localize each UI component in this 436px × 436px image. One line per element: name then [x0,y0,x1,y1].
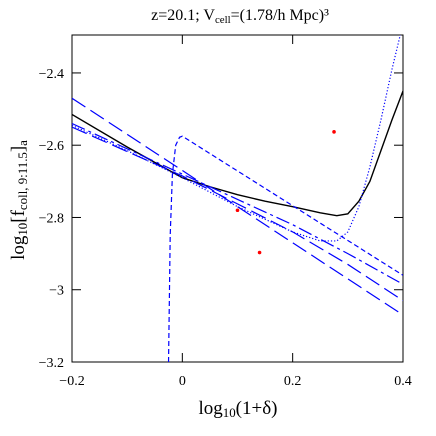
y-axis-label: log10[fcoll, 9:11.5]a [8,140,30,260]
subscript: 10 [15,223,30,236]
x-tick-label: −0.2 [59,374,84,389]
line-dashdot [72,122,403,285]
subscript: cell [215,14,231,26]
y-tick-label: −3 [49,284,64,299]
text-part: ] [8,146,29,152]
text-part: =(1.78/h Mpc)³ [231,7,329,24]
subscript: coll, 9:11.5 [15,152,30,210]
text-part: z=20.1; V [151,7,215,24]
subscript: 10 [223,405,236,420]
point [257,250,262,255]
line-dotted [72,35,401,242]
x-tick-label: 0.2 [284,374,302,389]
text-part: log [198,398,223,419]
x-tick-label: 0 [179,374,186,389]
x-axis-label: log10(1+δ) [198,398,277,420]
text-part: log [8,235,29,260]
text-part: [f [8,209,29,222]
y-tick-label: −2.6 [39,139,64,154]
y-tick-label: −2.8 [39,211,64,226]
text-part: (1+δ) [236,398,278,419]
line-dashed [167,135,403,362]
x-tick-label: 0.4 [394,374,412,389]
y-tick-label: −3.2 [39,356,64,371]
plot-frame [71,34,404,363]
subscript: a [15,140,30,146]
line-solid [72,90,403,217]
line-longdash [72,126,403,302]
y-tick-label: −2.4 [39,67,64,82]
plot-area [72,35,403,362]
chart-title: z=20.1; Vcell=(1.78/h Mpc)³ [151,7,329,26]
point [332,130,336,134]
point [235,208,240,213]
